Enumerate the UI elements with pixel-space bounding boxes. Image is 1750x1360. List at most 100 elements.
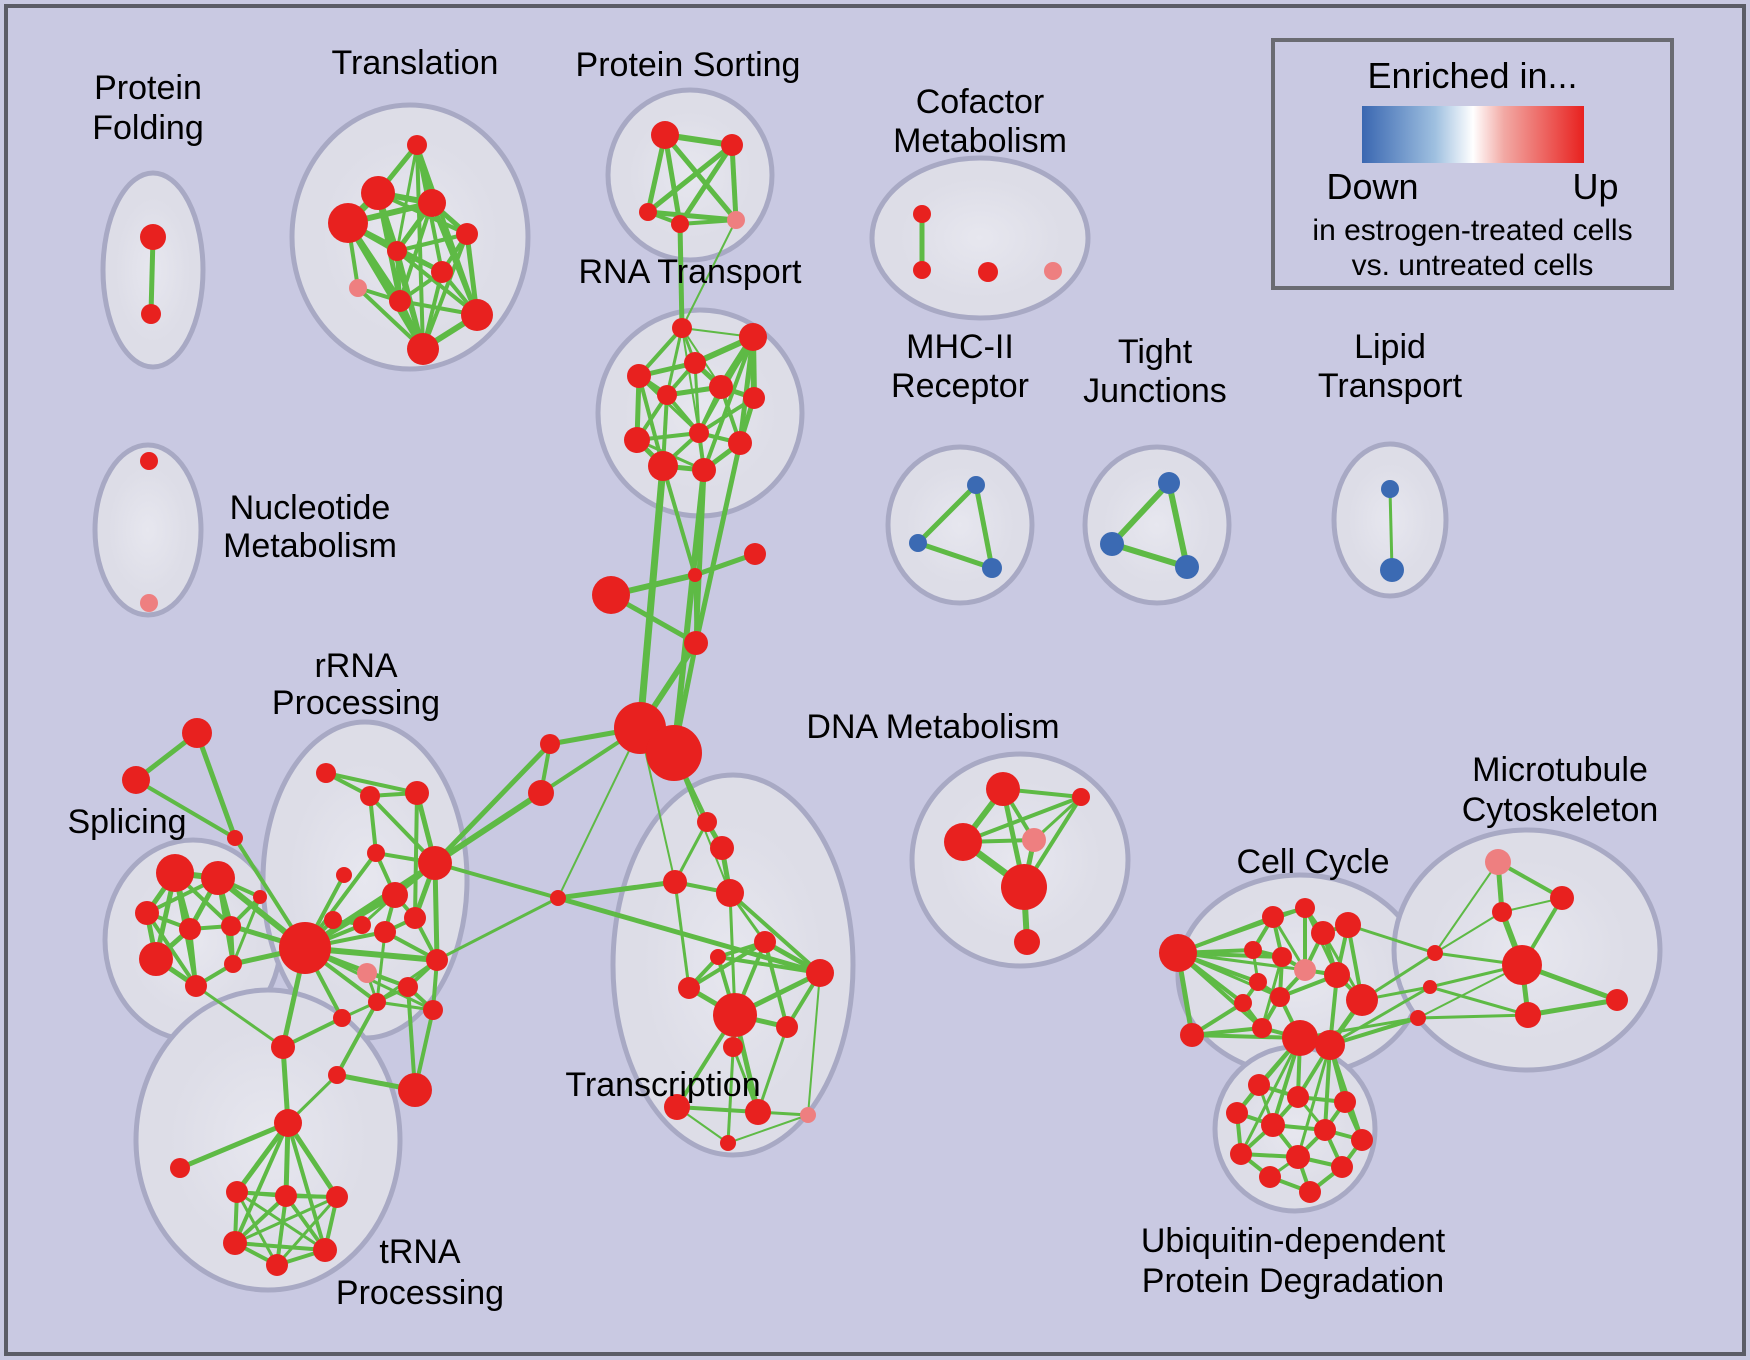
gene-set-node (170, 1158, 190, 1178)
gene-set-node (1550, 886, 1574, 910)
edge (1417, 1013, 1529, 1020)
edge (434, 861, 559, 900)
gene-set-node (456, 223, 478, 245)
cluster-nucleotide-metabolism-ellipse (92, 442, 204, 618)
gene-set-node (944, 823, 982, 861)
legend-title: Enriched in... (1367, 55, 1578, 96)
legend-caption-line2: vs. untreated cells (1351, 249, 1594, 282)
gene-set-node (776, 1016, 798, 1038)
gene-set-node (697, 812, 717, 832)
gene-set-node (326, 1186, 348, 1208)
gene-set-node (1606, 989, 1628, 1011)
edge (395, 249, 479, 317)
cluster-cell-cycle-label: Cell Cycle (1236, 843, 1389, 881)
gene-set-node (745, 1099, 771, 1125)
gene-set-node (550, 890, 566, 906)
gene-set-node (744, 543, 766, 565)
gene-set-node (1502, 945, 1542, 985)
edge (1329, 1016, 1419, 1047)
cluster-tight-junctions-ellipse (1082, 444, 1232, 606)
gene-set-node (1315, 1030, 1345, 1060)
gene-set-node (139, 942, 173, 976)
gene-set-node (368, 993, 386, 1011)
gene-set-node (528, 780, 554, 806)
gene-set-node (122, 766, 150, 794)
gene-set-node (423, 1000, 443, 1020)
gene-set-node (1331, 1156, 1353, 1178)
edge (1239, 1037, 1302, 1155)
gene-set-node (374, 921, 396, 943)
edge (973, 484, 995, 569)
gene-set-node (182, 718, 212, 748)
edge (727, 1114, 809, 1144)
gene-set-node (720, 1135, 736, 1151)
cluster-mhc-ii-receptor-ellipse (885, 444, 1035, 606)
gene-set-node (398, 977, 418, 997)
gene-set-node (279, 922, 331, 974)
gene-set-node (1380, 558, 1404, 582)
cluster-ubiquitin-degradation-label: Protein Degradation (1142, 1262, 1444, 1300)
cluster-protein-folding-label: Folding (92, 109, 204, 147)
gene-set-node (800, 1107, 816, 1123)
gene-set-node (1100, 532, 1124, 556)
gene-set-node (743, 387, 765, 409)
edge (665, 327, 684, 396)
gene-set-node (353, 916, 371, 934)
cluster-dna-metabolism-label: DNA Metabolism (806, 708, 1059, 746)
gene-set-node (648, 451, 678, 481)
edge (917, 540, 993, 571)
edge (663, 133, 738, 222)
edge (1329, 985, 1431, 1047)
gene-set-node (1410, 1010, 1426, 1026)
gene-set-node (405, 781, 429, 805)
gene-set-node (627, 364, 651, 388)
gene-set-node (1272, 947, 1292, 967)
cluster-microtubule-cytoskeleton-label: Cytoskeleton (1462, 791, 1659, 829)
edge (693, 469, 707, 644)
gene-set-node (418, 846, 452, 880)
gene-set-node (1282, 1020, 1318, 1056)
gene-set-node (1014, 929, 1040, 955)
gene-set-node (540, 734, 560, 754)
edge (639, 727, 676, 883)
gene-set-node (333, 1009, 351, 1027)
gene-set-node (592, 576, 630, 614)
gene-set-node (651, 121, 679, 149)
gene-set-node (754, 931, 776, 953)
edge (763, 941, 789, 1028)
edge (275, 1196, 339, 1266)
gene-set-node (684, 631, 708, 655)
cluster-mhc-ii-receptor-label: MHC-II (906, 328, 1014, 366)
gene-set-node (223, 1231, 247, 1255)
gene-set-node (316, 763, 336, 783)
gene-set-node (1001, 864, 1047, 910)
legend-axis-labels: Down Up (1327, 166, 1619, 208)
gene-set-node (140, 594, 158, 612)
legend-gradient-bar (1361, 106, 1584, 163)
gene-set-node (328, 203, 368, 243)
cluster-rrna-processing-label: rRNA (314, 647, 397, 685)
gene-set-node (1492, 902, 1512, 922)
edge (1109, 480, 1172, 547)
gene-set-node (398, 1073, 432, 1107)
edge (396, 232, 468, 253)
gene-set-node (1226, 1102, 1248, 1124)
gene-set-node (1294, 959, 1316, 981)
gene-set-node (967, 476, 985, 494)
gene-set-node (689, 423, 709, 443)
edge (557, 727, 641, 899)
gene-set-node (407, 135, 427, 155)
gene-set-node (135, 901, 159, 925)
edge (433, 790, 543, 866)
gene-set-node (1334, 1091, 1356, 1113)
gene-set-node (407, 333, 439, 365)
gene-set-node (367, 844, 385, 862)
gene-set-node (141, 304, 161, 324)
edge (729, 144, 739, 221)
gene-set-node (663, 870, 687, 894)
gene-set-node (227, 830, 243, 846)
cluster-nucleotide-metabolism-label: Metabolism (223, 527, 397, 565)
edge (234, 1195, 338, 1245)
edge (429, 202, 480, 316)
gene-set-node (1022, 828, 1046, 852)
